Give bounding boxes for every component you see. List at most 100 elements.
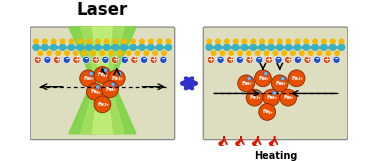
Text: +: + (227, 55, 233, 64)
Circle shape (148, 38, 154, 44)
Text: Heating: Heating (254, 152, 297, 161)
Circle shape (54, 56, 60, 63)
Text: Fe: Fe (292, 76, 299, 81)
Text: 3+: 3+ (272, 96, 278, 100)
Text: +: + (93, 55, 99, 64)
Text: -: - (104, 55, 107, 64)
Circle shape (89, 72, 93, 76)
Circle shape (223, 43, 231, 51)
Text: Fe: Fe (250, 95, 257, 100)
Circle shape (37, 50, 43, 56)
Text: -: - (219, 55, 222, 64)
Circle shape (339, 38, 344, 44)
Circle shape (102, 81, 118, 98)
Circle shape (59, 43, 66, 51)
Circle shape (286, 38, 291, 44)
Circle shape (246, 50, 252, 56)
Circle shape (147, 43, 155, 51)
Circle shape (290, 50, 296, 56)
Text: 3+: 3+ (89, 77, 95, 81)
Circle shape (80, 70, 96, 87)
Circle shape (126, 50, 132, 56)
Circle shape (205, 43, 213, 51)
Circle shape (50, 43, 57, 51)
Circle shape (258, 43, 266, 51)
Polygon shape (69, 27, 136, 134)
Circle shape (246, 89, 263, 106)
Text: 2+: 2+ (268, 111, 274, 115)
Circle shape (68, 38, 74, 44)
Circle shape (304, 56, 311, 63)
Circle shape (104, 38, 110, 44)
Circle shape (51, 38, 57, 44)
Circle shape (217, 56, 224, 63)
Circle shape (76, 43, 84, 51)
Circle shape (316, 50, 322, 56)
Circle shape (161, 50, 167, 56)
Circle shape (294, 43, 301, 51)
Circle shape (263, 50, 270, 56)
Circle shape (41, 43, 49, 51)
Circle shape (95, 38, 101, 44)
Text: Laser: Laser (77, 1, 128, 19)
Circle shape (268, 38, 274, 44)
Circle shape (294, 38, 301, 44)
Text: Fe: Fe (275, 81, 282, 86)
Circle shape (329, 43, 336, 51)
Text: +: + (246, 55, 253, 64)
Circle shape (92, 56, 99, 63)
Circle shape (265, 56, 273, 63)
Circle shape (103, 68, 107, 72)
Text: 3+: 3+ (96, 91, 102, 95)
Circle shape (330, 38, 336, 44)
Circle shape (112, 56, 119, 63)
Circle shape (156, 38, 163, 44)
Text: +: + (35, 55, 41, 64)
Circle shape (64, 50, 70, 56)
Circle shape (156, 43, 163, 51)
Circle shape (121, 56, 128, 63)
Circle shape (68, 43, 75, 51)
Circle shape (321, 38, 327, 44)
FancyBboxPatch shape (30, 27, 175, 140)
Circle shape (242, 38, 248, 44)
Text: +: + (150, 55, 157, 64)
Circle shape (113, 38, 118, 44)
Circle shape (303, 38, 309, 44)
Circle shape (121, 38, 127, 44)
Circle shape (272, 91, 276, 95)
Circle shape (139, 38, 145, 44)
Text: -: - (65, 55, 68, 64)
Circle shape (87, 83, 103, 100)
Text: -: - (143, 55, 146, 64)
Text: +: + (304, 55, 311, 64)
Circle shape (73, 56, 80, 63)
Circle shape (131, 56, 138, 63)
Circle shape (85, 43, 93, 51)
Text: 3+: 3+ (264, 77, 270, 81)
Circle shape (280, 89, 297, 106)
Circle shape (42, 38, 48, 44)
Text: -: - (238, 55, 242, 64)
Circle shape (152, 50, 158, 56)
Circle shape (108, 50, 114, 56)
Circle shape (256, 91, 260, 95)
Circle shape (60, 38, 65, 44)
Text: +: + (266, 55, 272, 64)
Circle shape (34, 56, 41, 63)
Circle shape (299, 50, 305, 56)
Circle shape (129, 43, 137, 51)
Circle shape (277, 38, 283, 44)
Circle shape (214, 43, 222, 51)
Circle shape (273, 50, 278, 56)
Circle shape (135, 50, 141, 56)
Text: 3+: 3+ (280, 82, 287, 86)
Circle shape (82, 56, 90, 63)
Text: +: + (73, 55, 79, 64)
Circle shape (250, 38, 256, 44)
Circle shape (255, 50, 261, 56)
Circle shape (302, 43, 310, 51)
Circle shape (325, 50, 331, 56)
Circle shape (312, 38, 318, 44)
Text: -: - (277, 55, 280, 64)
